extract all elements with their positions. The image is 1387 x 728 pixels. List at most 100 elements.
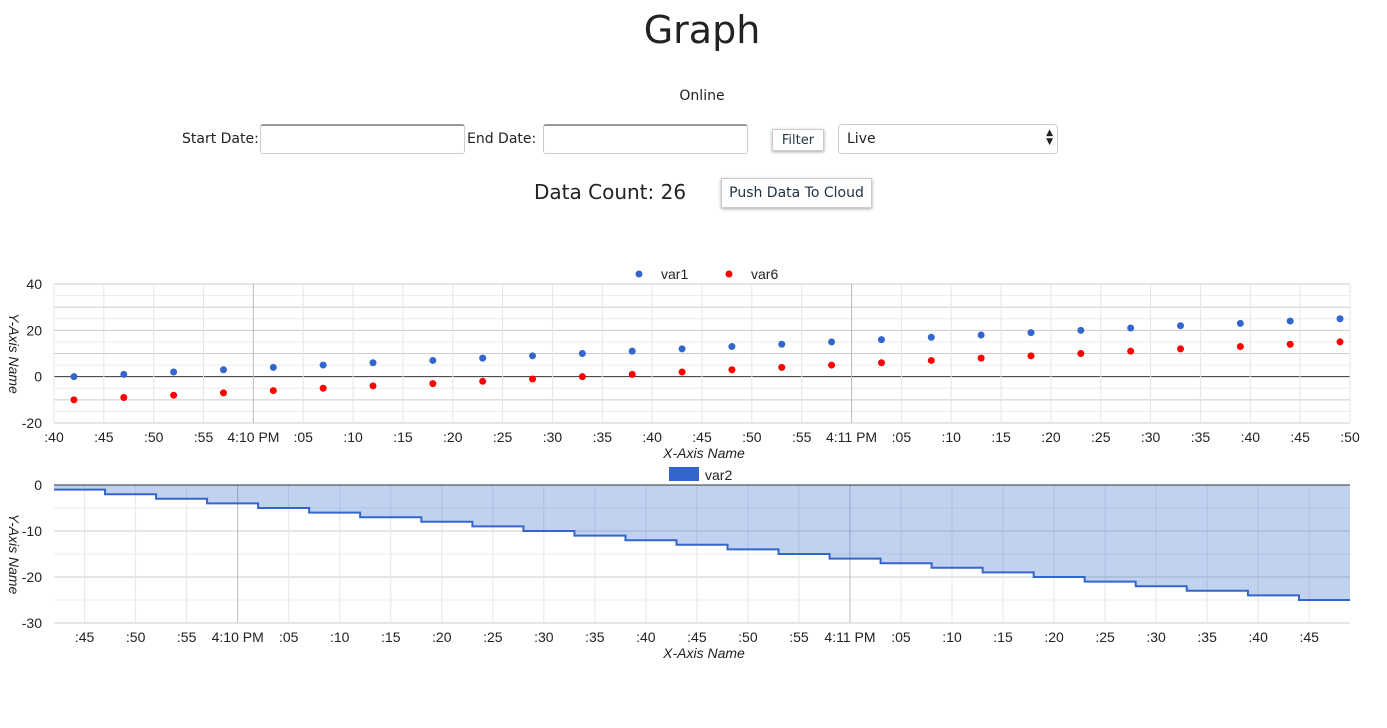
x-tick-label: :15 [993, 629, 1013, 645]
x-tick-label: 4:10 PM [212, 629, 264, 645]
data-point-var1 [170, 368, 178, 376]
x-tick-label: :20 [1041, 429, 1061, 445]
y-axis-title: Y-Axis Name [6, 514, 22, 595]
data-point-var6 [1286, 340, 1294, 348]
data-point-var1 [529, 352, 537, 360]
x-tick-label: :55 [792, 429, 812, 445]
data-point-var6 [70, 396, 78, 404]
legend-marker-var6 [725, 270, 733, 278]
data-point-var1 [828, 338, 836, 346]
x-tick-label: :30 [543, 429, 563, 445]
y-tick-label: 0 [34, 477, 42, 493]
data-count: Data Count: 26 [534, 180, 687, 204]
y-tick-label: 0 [34, 369, 42, 385]
data-point-var1 [877, 336, 885, 344]
x-tick-label: :30 [1146, 629, 1166, 645]
legend-marker-var2 [669, 467, 699, 481]
x-tick-label: :50 [144, 429, 164, 445]
data-point-var6 [977, 354, 985, 362]
legend-label-var2: var2 [705, 467, 732, 483]
y-tick-label: -30 [22, 615, 42, 631]
x-tick-label: :05 [891, 629, 911, 645]
x-tick-label: :25 [1091, 429, 1111, 445]
data-point-var6 [778, 363, 786, 371]
data-point-var1 [1286, 317, 1294, 325]
data-point-var1 [1336, 315, 1344, 323]
x-tick-label: :30 [1141, 429, 1161, 445]
data-point-var1 [1027, 329, 1035, 337]
data-point-var1 [678, 345, 686, 353]
x-axis-title: X-Axis Name [662, 445, 745, 461]
x-tick-label: :25 [1095, 629, 1115, 645]
x-tick-label: :35 [593, 429, 613, 445]
stepped-line-var2 [54, 488, 1350, 601]
x-axis-title: X-Axis Name [662, 645, 745, 661]
x-tick-label: :25 [493, 429, 513, 445]
data-point-var1 [977, 331, 985, 339]
x-tick-label: :45 [75, 629, 95, 645]
connection-status: Online [679, 88, 725, 104]
y-tick-label: 40 [26, 276, 42, 292]
x-tick-label: :35 [1197, 629, 1217, 645]
data-point-var1 [778, 340, 786, 348]
x-tick-label: :15 [991, 429, 1011, 445]
filter-button[interactable]: Filter [772, 129, 824, 151]
x-tick-label: :50 [738, 629, 758, 645]
push-data-button[interactable]: Push Data To Cloud [721, 178, 872, 208]
end-date-input[interactable] [543, 124, 748, 154]
data-point-var6 [120, 394, 128, 402]
x-tick-label: :10 [343, 429, 363, 445]
x-tick-label: :45 [1299, 629, 1319, 645]
data-point-var1 [1077, 326, 1085, 334]
data-point-var6 [678, 368, 686, 376]
data-point-var6 [319, 384, 327, 392]
x-tick-label: :20 [432, 629, 452, 645]
data-point-var1 [70, 373, 78, 381]
y-tick-label: 20 [26, 322, 42, 338]
x-tick-label: :45 [1290, 429, 1310, 445]
data-point-var6 [628, 370, 636, 378]
data-point-var6 [1027, 352, 1035, 360]
stepped-area-var2 [54, 485, 1350, 600]
x-tick-label: 4:11 PM [824, 629, 875, 645]
data-point-var1 [319, 361, 327, 369]
data-point-var6 [877, 359, 885, 367]
data-point-var6 [828, 361, 836, 369]
data-point-var6 [369, 382, 377, 390]
legend-label-var1: var1 [661, 266, 688, 282]
data-point-var6 [728, 366, 736, 374]
mode-selected-value: Live [847, 131, 876, 147]
data-point-var6 [219, 389, 227, 397]
x-tick-label: :25 [483, 629, 503, 645]
mode-select[interactable]: Live ▲ ▼ [838, 124, 1058, 154]
data-point-var6 [1177, 345, 1185, 353]
legend-label-var6: var6 [751, 266, 778, 282]
y-tick-label: -20 [22, 569, 42, 585]
data-point-var1 [120, 370, 128, 378]
data-point-var1 [728, 343, 736, 351]
x-tick-label: :40 [1241, 429, 1261, 445]
data-point-var1 [1177, 322, 1185, 330]
start-date-label: Start Date: [182, 131, 259, 147]
y-tick-label: -10 [22, 523, 42, 539]
x-tick-label: :40 [642, 429, 662, 445]
data-point-var6 [578, 373, 586, 381]
x-tick-label: :40 [1248, 629, 1268, 645]
x-tick-label: :40 [636, 629, 656, 645]
y-tick-label: -20 [22, 415, 42, 431]
start-date-input[interactable] [260, 124, 465, 154]
x-tick-label: :50 [126, 629, 146, 645]
select-arrows-icon: ▲ ▼ [1046, 128, 1053, 147]
x-tick-label: :50 [1340, 429, 1360, 445]
data-point-var6 [269, 387, 277, 395]
x-tick-label: :10 [330, 629, 350, 645]
data-point-var6 [479, 377, 487, 385]
data-point-var1 [219, 366, 227, 374]
data-point-var1 [1127, 324, 1135, 332]
data-point-var6 [1336, 338, 1344, 346]
data-point-var6 [927, 356, 935, 364]
data-point-var6 [1236, 343, 1244, 351]
x-tick-label: :35 [585, 629, 605, 645]
x-tick-label: :30 [534, 629, 554, 645]
